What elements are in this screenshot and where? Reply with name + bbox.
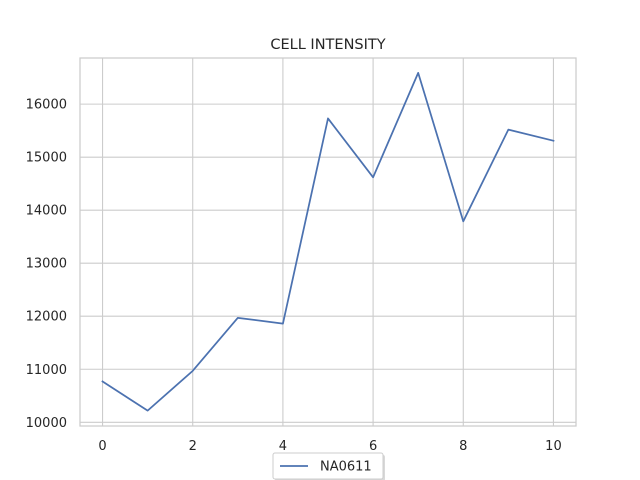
y-tick-label: 10000 — [26, 416, 67, 431]
x-axis-ticks: 0 2 4 6 8 10 — [98, 439, 561, 454]
y-tick-label: 14000 — [26, 204, 67, 219]
x-tick-label: 6 — [369, 439, 377, 454]
x-tick-label: 8 — [459, 439, 467, 454]
series-line — [101, 71, 555, 412]
legend: NA0611 — [272, 452, 385, 480]
x-tick-label: 4 — [279, 439, 287, 454]
x-tick-label: 10 — [545, 439, 562, 454]
legend-box — [272, 452, 384, 480]
y-tick-label: 11000 — [26, 363, 67, 378]
y-tick-label: 16000 — [26, 98, 67, 113]
chart-title: CELL INTENSITY — [270, 37, 385, 53]
x-tick-label: 0 — [98, 439, 106, 454]
y-tick-label: 12000 — [26, 310, 67, 325]
x-tick-label: 2 — [189, 439, 197, 454]
legend-label: NA0611 — [320, 460, 372, 475]
y-axis-ticks: 10000 11000 12000 13000 14000 15000 16000 — [26, 98, 67, 431]
plot-frame — [79, 57, 577, 427]
y-tick-label: 13000 — [26, 257, 67, 272]
y-tick-label: 15000 — [26, 151, 67, 166]
series-layer — [101, 71, 555, 412]
grid — [80, 58, 576, 426]
